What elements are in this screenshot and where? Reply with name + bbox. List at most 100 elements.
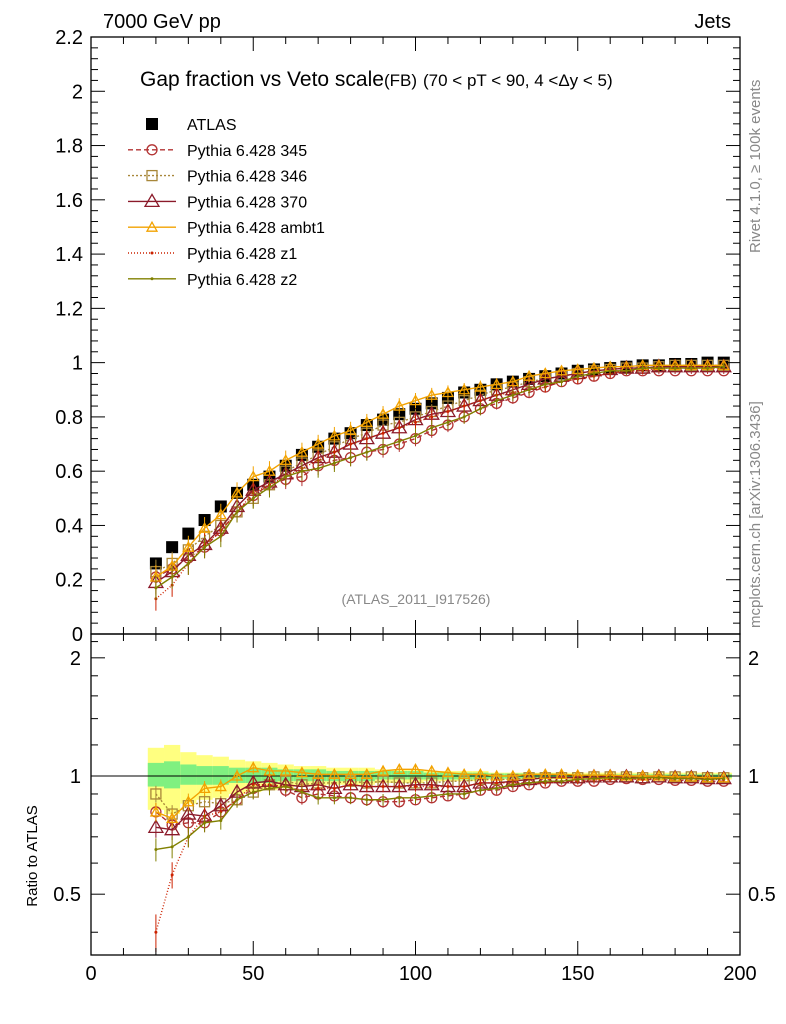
data-point-z2 — [284, 475, 288, 479]
y-tick-label: 1.4 — [55, 244, 83, 266]
data-point-p370 — [147, 819, 165, 833]
data-point-z2 — [219, 819, 223, 823]
data-point-z1 — [430, 415, 434, 419]
data-point-p346 — [198, 796, 211, 808]
data-point-ambt1 — [328, 767, 341, 779]
data-point-ambt1 — [263, 764, 276, 776]
data-point-z1 — [495, 781, 499, 785]
data-point-z2 — [154, 847, 158, 851]
data-point-ambt1 — [198, 782, 211, 794]
series-group — [147, 761, 732, 953]
data-point-z2 — [462, 415, 466, 419]
y-tick-label: 0.6 — [55, 461, 83, 483]
legend-item-z1: Pythia 6.428 z1 — [128, 246, 297, 263]
chart-title-main: Gap fraction vs Veto scale — [140, 68, 384, 91]
x-tick-label: 50 — [242, 963, 264, 985]
y-tick-label: 2.2 — [55, 27, 83, 49]
data-point-z2 — [235, 798, 239, 802]
data-point-ambt1 — [376, 764, 390, 776]
y-tick-label: 1.6 — [55, 190, 83, 212]
data-point-z1 — [446, 785, 450, 789]
series-z2 — [154, 774, 726, 862]
legend-item-p346: Pythia 6.428 346 — [128, 169, 307, 186]
data-point-z1 — [414, 420, 417, 424]
data-point-ambt1 — [506, 375, 519, 387]
data-point-ambt1 — [166, 812, 179, 824]
data-point-ambt1 — [425, 764, 438, 776]
data-point-ambt1 — [685, 770, 698, 782]
legend-marker — [146, 118, 158, 130]
ratio-ylabel: Ratio to ATLAS — [24, 805, 41, 906]
data-point-z2 — [332, 796, 336, 800]
data-point-ambt1 — [295, 445, 309, 457]
y-tick-label: 0.8 — [55, 407, 83, 429]
data-point-z2 — [203, 545, 207, 549]
legend-item-p370: Pythia 6.428 370 — [128, 193, 307, 211]
band-green — [391, 770, 408, 780]
data-point-z2 — [414, 796, 417, 800]
data-point-z2 — [381, 445, 385, 449]
data-point-z2 — [511, 393, 515, 397]
data-point-z2 — [170, 845, 174, 849]
data-point-z2 — [430, 794, 434, 798]
data-point-ambt1 — [441, 386, 455, 398]
mcplots-label: mcplots.cern.ch [arXiv:1306.3436] — [747, 401, 764, 628]
data-point-z1 — [381, 785, 385, 789]
data-point-ambt1 — [360, 767, 373, 779]
band-green — [147, 762, 165, 787]
series-line-z2 — [155, 777, 724, 851]
data-point-z1 — [251, 783, 255, 787]
ratio-y-tick-label-right: 1 — [748, 766, 759, 788]
data-point-z2 — [576, 374, 580, 378]
data-point-ATLAS — [166, 541, 179, 554]
legend-label: Pythia 6.428 345 — [187, 143, 307, 160]
data-point-z2 — [267, 786, 271, 790]
legend-item-p345: Pythia 6.428 345 — [128, 143, 307, 160]
data-point-z1 — [170, 873, 174, 877]
y-tick-label: 1.2 — [55, 298, 83, 320]
data-point-z1 — [365, 785, 369, 789]
data-point-z2 — [592, 777, 596, 781]
data-point-z2 — [430, 426, 434, 430]
legend-marker — [143, 193, 161, 208]
data-point-z2 — [527, 781, 531, 785]
data-point-z1 — [478, 781, 482, 785]
data-point-ambt1 — [409, 394, 422, 406]
data-point-z2 — [592, 371, 596, 375]
data-point-p370 — [180, 805, 197, 820]
data-point-ambt1 — [198, 521, 211, 533]
legend-label: ATLAS — [187, 117, 237, 134]
data-point-z2 — [511, 783, 515, 787]
data-point-ambt1 — [328, 429, 341, 441]
rivet-label: Rivet 4.1.0, ≥ 100k events — [747, 80, 764, 253]
header-right: Jets — [694, 11, 731, 33]
data-point-z1 — [414, 785, 417, 789]
series-line-p370 — [155, 366, 724, 584]
data-point-ambt1 — [344, 767, 357, 779]
data-point-z1 — [316, 786, 320, 790]
series-p345 — [150, 365, 730, 589]
data-point-ambt1 — [149, 805, 163, 817]
data-point-z2 — [446, 420, 450, 424]
y-tick-label: 0 — [72, 624, 83, 646]
data-point-z2 — [300, 469, 304, 473]
y-tick-label: 0.2 — [55, 570, 83, 592]
data-point-ambt1 — [182, 540, 195, 552]
data-point-ambt1 — [668, 770, 682, 782]
data-point-z2 — [560, 380, 564, 384]
data-point-ambt1 — [344, 424, 357, 436]
legend-marker — [145, 220, 159, 232]
data-point-z2 — [267, 485, 271, 489]
data-point-ambt1 — [474, 767, 487, 779]
data-point-ambt1 — [376, 407, 390, 419]
y-tick-label: 0.4 — [55, 515, 83, 537]
data-point-z2 — [316, 796, 320, 800]
series-line-z1 — [155, 777, 724, 933]
legend-label: Pythia 6.428 z1 — [187, 246, 297, 263]
data-point-z2 — [657, 366, 661, 370]
x-tick-label: 200 — [723, 963, 756, 985]
data-point-z2 — [543, 779, 547, 783]
data-point-z2 — [478, 407, 482, 411]
x-tick-label: 100 — [399, 963, 432, 985]
